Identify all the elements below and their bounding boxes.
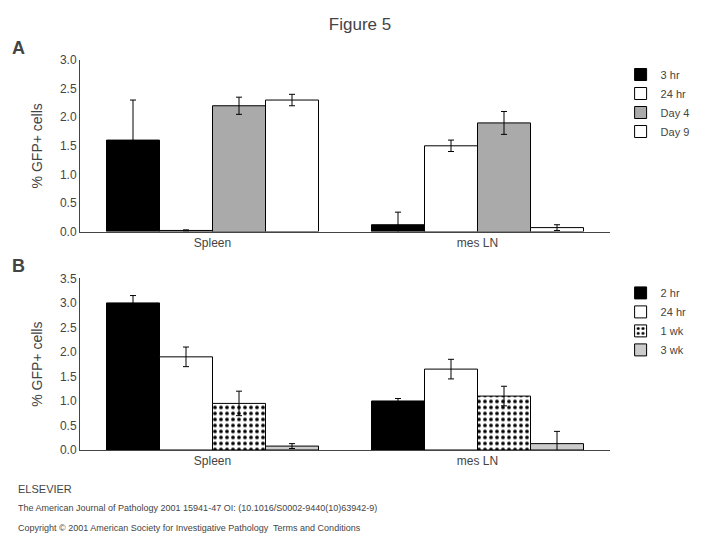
svg-text:2.0: 2.0	[60, 110, 77, 124]
svg-text:3.0: 3.0	[60, 296, 77, 310]
svg-text:A: A	[12, 38, 25, 58]
svg-text:mes LN: mes LN	[457, 454, 498, 468]
svg-text:2.0: 2.0	[60, 345, 77, 359]
svg-text:1.0: 1.0	[60, 168, 77, 182]
svg-text:1.5: 1.5	[60, 139, 77, 153]
svg-text:Copyright © 2001 American Soci: Copyright © 2001 American Society for In…	[18, 523, 361, 533]
svg-text:Spleen: Spleen	[194, 236, 231, 250]
svg-text:Spleen: Spleen	[194, 454, 231, 468]
svg-text:0.5: 0.5	[60, 196, 77, 210]
svg-text:0.0: 0.0	[60, 225, 77, 239]
svg-text:3.5: 3.5	[60, 272, 77, 286]
svg-text:ELSEVIER: ELSEVIER	[18, 483, 72, 495]
svg-text:The American Journal of Pathol: The American Journal of Pathology 2001 1…	[18, 503, 377, 513]
svg-text:3 hr: 3 hr	[661, 69, 680, 81]
svg-text:Day 9: Day 9	[661, 126, 690, 138]
svg-text:1 wk: 1 wk	[661, 325, 684, 337]
svg-text:1.0: 1.0	[60, 394, 77, 408]
svg-text:24 hr: 24 hr	[661, 306, 686, 318]
svg-text:1.5: 1.5	[60, 370, 77, 384]
svg-text:2.5: 2.5	[60, 82, 77, 96]
svg-text:3 wk: 3 wk	[661, 344, 684, 356]
svg-text:mes LN: mes LN	[457, 236, 498, 250]
svg-text:2.5: 2.5	[60, 321, 77, 335]
svg-text:% GFP+ cells: % GFP+ cells	[29, 103, 45, 188]
svg-text:Day 4: Day 4	[661, 107, 690, 119]
svg-text:2 hr: 2 hr	[661, 287, 680, 299]
svg-text:0.0: 0.0	[60, 443, 77, 457]
svg-text:B: B	[12, 256, 25, 276]
svg-text:Figure 5: Figure 5	[329, 15, 391, 34]
svg-text:3.0: 3.0	[60, 53, 77, 67]
svg-text:% GFP+ cells: % GFP+ cells	[29, 322, 45, 407]
svg-text:0.5: 0.5	[60, 419, 77, 433]
svg-text:24 hr: 24 hr	[661, 88, 686, 100]
